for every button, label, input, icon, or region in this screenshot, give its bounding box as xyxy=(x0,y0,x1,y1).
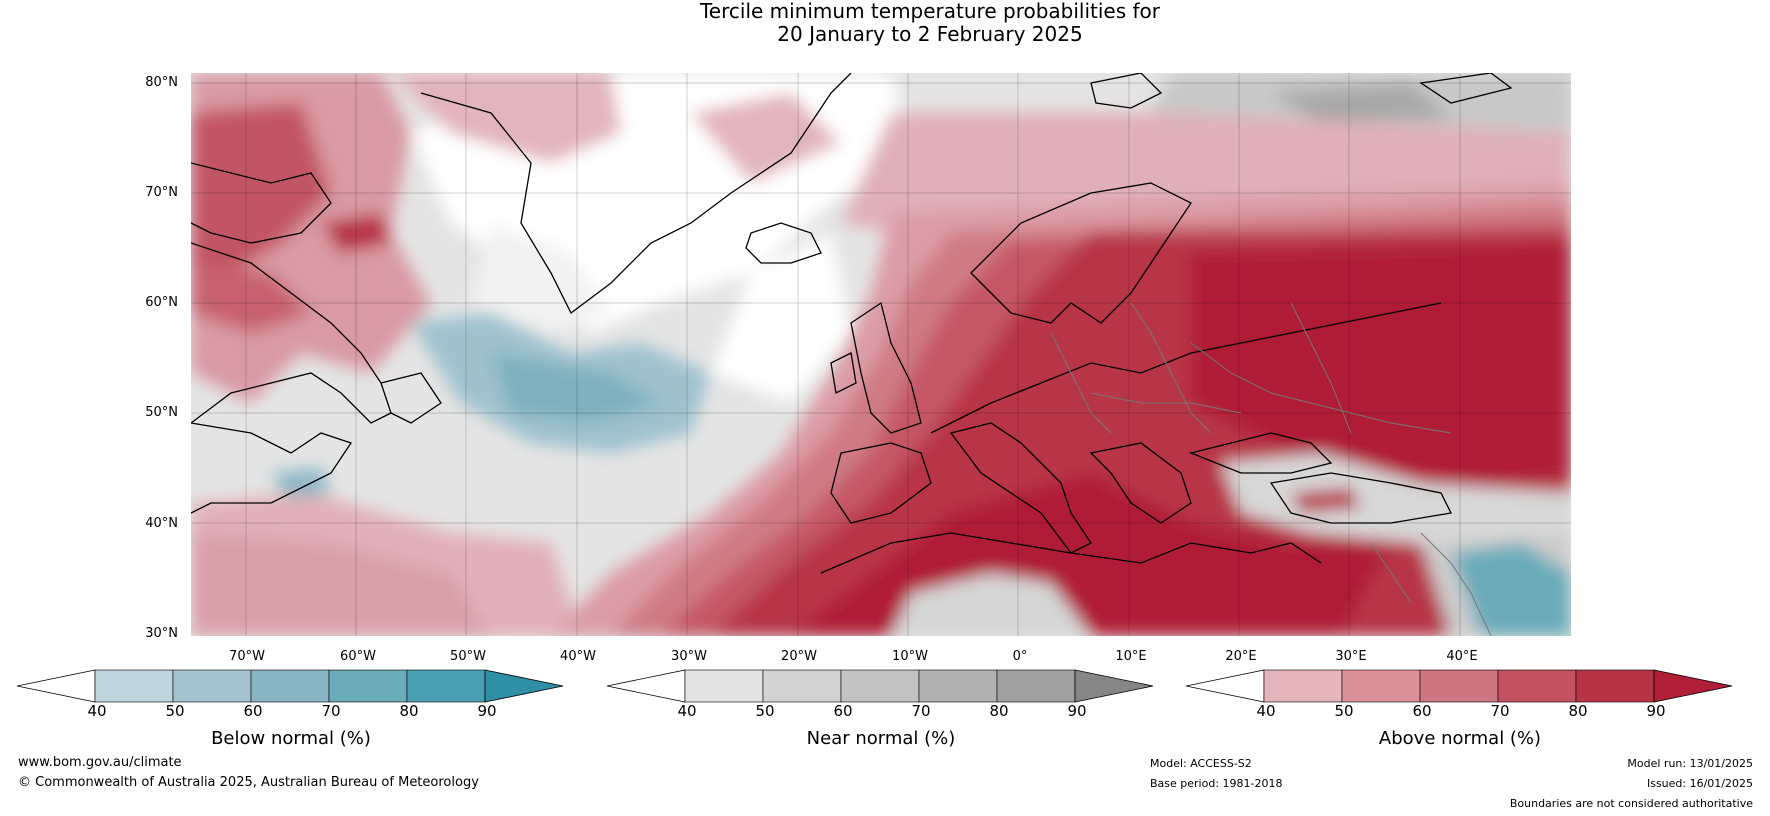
colorbar-swatch xyxy=(684,669,764,703)
colorbar-swatch xyxy=(250,669,330,703)
colorbar-tick: 80 xyxy=(989,702,1009,720)
colorbar-above-swatches xyxy=(1185,669,1733,703)
colorbar-extend-low xyxy=(1185,669,1265,703)
lon-label: 30°E xyxy=(1335,649,1367,664)
colorbar-tick: 80 xyxy=(399,702,419,720)
colorbar-label: Near normal (%) xyxy=(806,728,956,749)
colorbar-swatch xyxy=(996,669,1076,703)
colorbar-tick: 50 xyxy=(755,702,775,720)
lat-label: 80°N xyxy=(145,75,178,90)
colorbar-near-swatches xyxy=(606,669,1154,703)
lon-label: 10°W xyxy=(892,649,928,664)
lon-label: 30°W xyxy=(671,649,707,664)
colorbar-tick: 90 xyxy=(477,702,497,720)
lon-label: 70°W xyxy=(229,649,265,664)
lat-label: 50°N xyxy=(145,405,178,420)
model-text: Model: ACCESS-S2 xyxy=(1150,757,1252,770)
website-link[interactable]: www.bom.gov.au/climate xyxy=(18,755,182,770)
colorbar-swatch xyxy=(1497,669,1577,703)
colorbar-tick: 70 xyxy=(911,702,931,720)
colorbar-tick: 40 xyxy=(87,702,107,720)
colorbar-tick: 70 xyxy=(1490,702,1510,720)
colorbar-above-normal xyxy=(1185,668,1736,708)
colorbar-tick: 60 xyxy=(833,702,853,720)
colorbar-tick: 50 xyxy=(1334,702,1354,720)
colorbar-extend-high xyxy=(1074,669,1154,703)
colorbar-swatch xyxy=(328,669,408,703)
map-title: Tercile minimum temperature probabilitie… xyxy=(0,0,1770,46)
colorbar-swatch xyxy=(406,669,486,703)
lon-label: 0° xyxy=(1012,649,1028,664)
title-line-2: 20 January to 2 February 2025 xyxy=(777,22,1083,46)
colorbar-tick: 60 xyxy=(243,702,263,720)
lat-label: 70°N xyxy=(145,185,178,200)
lon-label: 20°W xyxy=(781,649,817,664)
title-line-1: Tercile minimum temperature probabilitie… xyxy=(699,0,1161,23)
colorbar-tick: 80 xyxy=(1568,702,1588,720)
lat-label: 40°N xyxy=(145,516,178,531)
colorbar-extend-low xyxy=(16,669,96,703)
colorbar-extend-low xyxy=(606,669,686,703)
colorbar-near-normal xyxy=(606,668,1157,708)
colorbar-tick: 50 xyxy=(165,702,185,720)
colorbar-swatch xyxy=(94,669,174,703)
lon-label: 10°E xyxy=(1115,649,1147,664)
colorbar-swatch xyxy=(762,669,842,703)
issued-text: Issued: 16/01/2025 xyxy=(1646,777,1753,790)
colorbar-below-swatches xyxy=(16,669,564,703)
colorbar-swatch xyxy=(840,669,920,703)
coastlines xyxy=(191,73,1513,574)
model-run-text: Model run: 13/01/2025 xyxy=(1627,757,1753,770)
colorbar-swatch xyxy=(172,669,252,703)
copyright-text: © Commonwealth of Australia 2025, Austra… xyxy=(18,775,479,790)
colorbar-label: Above normal (%) xyxy=(1378,728,1542,749)
colorbar-swatch xyxy=(918,669,998,703)
base-period-text: Base period: 1981-2018 xyxy=(1150,777,1283,790)
lon-label: 60°W xyxy=(340,649,376,664)
country-borders xyxy=(1050,302,1492,636)
colorbar-below-normal xyxy=(16,668,567,708)
disclaimer-text: Boundaries are not considered authoritat… xyxy=(1509,797,1753,810)
colorbar-tick: 70 xyxy=(321,702,341,720)
lon-label: 40°W xyxy=(560,649,596,664)
colorbar-swatch xyxy=(1263,669,1343,703)
colorbar-tick: 60 xyxy=(1412,702,1432,720)
colorbar-tick: 40 xyxy=(677,702,697,720)
colorbar-extend-high xyxy=(1653,669,1733,703)
colorbar-swatch xyxy=(1575,669,1655,703)
lon-label: 20°E xyxy=(1225,649,1257,664)
colorbar-tick: 90 xyxy=(1646,702,1666,720)
lat-label: 30°N xyxy=(145,626,178,641)
colorbar-swatch xyxy=(1419,669,1499,703)
colorbar-label: Below normal (%) xyxy=(211,728,371,749)
lat-label: 60°N xyxy=(145,295,178,310)
lon-label: 40°E xyxy=(1446,649,1478,664)
colorbar-swatch xyxy=(1341,669,1421,703)
map-canvas xyxy=(191,73,1571,636)
colorbar-tick: 90 xyxy=(1067,702,1087,720)
lon-label: 50°W xyxy=(450,649,486,664)
colorbar-tick: 40 xyxy=(1256,702,1276,720)
colorbar-extend-high xyxy=(484,669,564,703)
probability-map xyxy=(191,73,1571,636)
